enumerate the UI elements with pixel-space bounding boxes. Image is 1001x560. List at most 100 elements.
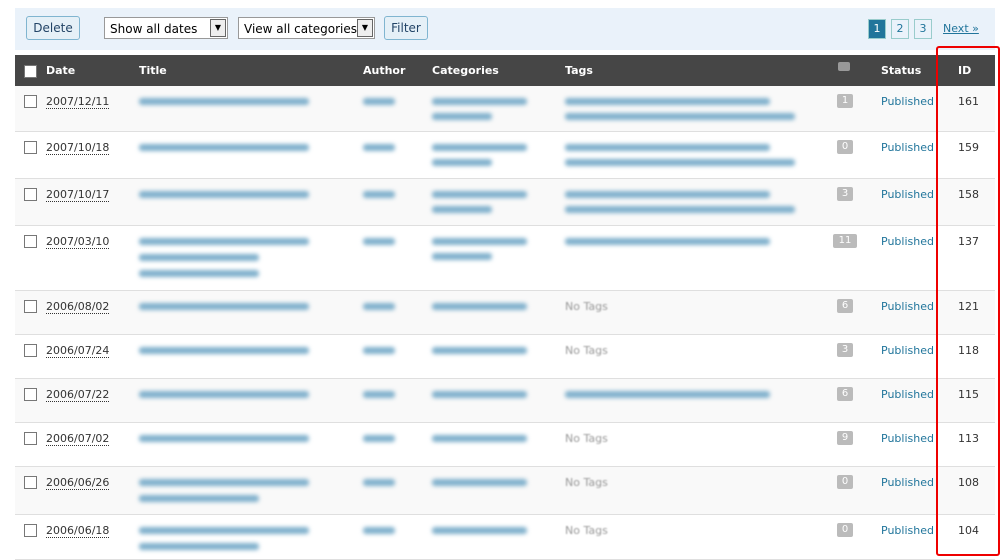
blurred-category bbox=[432, 144, 527, 151]
blurred-title bbox=[139, 98, 309, 105]
column-header: Author bbox=[363, 64, 406, 77]
table-row bbox=[15, 86, 995, 132]
comment-count[interactable]: 1 bbox=[837, 94, 853, 108]
delete-button[interactable]: Delete bbox=[26, 16, 80, 40]
post-id: 113 bbox=[958, 432, 979, 445]
blurred-tags bbox=[565, 159, 795, 166]
table-row bbox=[15, 467, 995, 515]
column-header: Status bbox=[881, 64, 922, 77]
blurred-title bbox=[139, 238, 309, 245]
blurred-category bbox=[432, 191, 527, 198]
blurred-tags bbox=[565, 113, 795, 120]
blurred-title bbox=[139, 347, 309, 354]
table-header bbox=[15, 55, 995, 86]
blurred-tags bbox=[565, 191, 770, 198]
post-id: 115 bbox=[958, 388, 979, 401]
post-tags: No Tags bbox=[565, 476, 608, 489]
table-row bbox=[15, 335, 995, 379]
comment-icon bbox=[838, 62, 850, 71]
blurred-tags bbox=[565, 238, 770, 245]
comment-count[interactable]: 0 bbox=[837, 475, 853, 489]
blurred-title bbox=[139, 191, 309, 198]
column-header: Tags bbox=[565, 64, 593, 77]
next-link[interactable]: Next » bbox=[943, 22, 979, 35]
post-date: 2006/07/22 bbox=[46, 388, 110, 402]
blurred-category bbox=[432, 435, 527, 442]
post-tags: No Tags bbox=[565, 300, 608, 313]
blurred-author bbox=[363, 98, 395, 105]
post-date: 2006/06/18 bbox=[46, 524, 110, 538]
blurred-category bbox=[432, 303, 527, 310]
post-tags: No Tags bbox=[565, 524, 608, 537]
blurred-tags bbox=[565, 144, 770, 151]
blurred-category bbox=[432, 206, 492, 213]
column-header: ID bbox=[958, 64, 972, 77]
category-select[interactable]: View all categories ▼ bbox=[238, 17, 375, 39]
blurred-author bbox=[363, 391, 395, 398]
blurred-title bbox=[139, 495, 259, 502]
post-date: 2007/12/11 bbox=[46, 95, 110, 109]
row-checkbox[interactable] bbox=[24, 141, 37, 154]
row-checkbox[interactable] bbox=[24, 300, 37, 313]
blurred-category bbox=[432, 98, 527, 105]
column-header: Title bbox=[139, 64, 167, 77]
post-status: Published bbox=[881, 476, 934, 489]
post-id: 161 bbox=[958, 95, 979, 108]
comment-count[interactable]: 3 bbox=[837, 187, 853, 201]
row-checkbox[interactable] bbox=[24, 476, 37, 489]
post-date: 2007/10/18 bbox=[46, 141, 110, 155]
table-row bbox=[15, 132, 995, 179]
blurred-title bbox=[139, 303, 309, 310]
select-all-checkbox[interactable] bbox=[24, 65, 37, 78]
post-tags: No Tags bbox=[565, 344, 608, 357]
table-row bbox=[15, 515, 995, 560]
blurred-category bbox=[432, 347, 527, 354]
row-checkbox[interactable] bbox=[24, 432, 37, 445]
row-checkbox[interactable] bbox=[24, 235, 37, 248]
blurred-tags bbox=[565, 206, 795, 213]
page-link[interactable]: 3 bbox=[914, 19, 932, 39]
post-id: 158 bbox=[958, 188, 979, 201]
comment-count[interactable]: 11 bbox=[833, 234, 857, 248]
page-link[interactable]: 1 bbox=[868, 19, 886, 39]
comment-count[interactable]: 0 bbox=[837, 523, 853, 537]
blurred-category bbox=[432, 527, 527, 534]
blurred-category bbox=[432, 113, 492, 120]
post-status: Published bbox=[881, 235, 934, 248]
table-row bbox=[15, 291, 995, 335]
comment-count[interactable]: 6 bbox=[837, 299, 853, 313]
post-id: 118 bbox=[958, 344, 979, 357]
post-id: 159 bbox=[958, 141, 979, 154]
post-date: 2006/07/02 bbox=[46, 432, 110, 446]
column-header: Categories bbox=[432, 64, 499, 77]
row-checkbox[interactable] bbox=[24, 388, 37, 401]
blurred-title bbox=[139, 543, 259, 550]
comment-count[interactable]: 9 bbox=[837, 431, 853, 445]
page-link[interactable]: 2 bbox=[891, 19, 909, 39]
blurred-author bbox=[363, 191, 395, 198]
blurred-author bbox=[363, 479, 395, 486]
comment-count[interactable]: 3 bbox=[837, 343, 853, 357]
post-status: Published bbox=[881, 188, 934, 201]
table-row bbox=[15, 179, 995, 226]
row-checkbox[interactable] bbox=[24, 344, 37, 357]
blurred-title bbox=[139, 391, 309, 398]
comment-count[interactable]: 6 bbox=[837, 387, 853, 401]
comment-count[interactable]: 0 bbox=[837, 140, 853, 154]
blurred-category bbox=[432, 253, 492, 260]
date-select[interactable]: Show all dates ▼ bbox=[104, 17, 228, 39]
filter-button[interactable]: Filter bbox=[384, 16, 428, 40]
post-status: Published bbox=[881, 141, 934, 154]
row-checkbox[interactable] bbox=[24, 95, 37, 108]
category-select-label: View all categories bbox=[244, 22, 358, 36]
post-status: Published bbox=[881, 524, 934, 537]
row-checkbox[interactable] bbox=[24, 524, 37, 537]
row-checkbox[interactable] bbox=[24, 188, 37, 201]
blurred-tags bbox=[565, 98, 770, 105]
post-date: 2007/03/10 bbox=[46, 235, 110, 249]
post-date: 2006/07/24 bbox=[46, 344, 110, 358]
blurred-category bbox=[432, 391, 527, 398]
table-row bbox=[15, 379, 995, 423]
post-status: Published bbox=[881, 344, 934, 357]
